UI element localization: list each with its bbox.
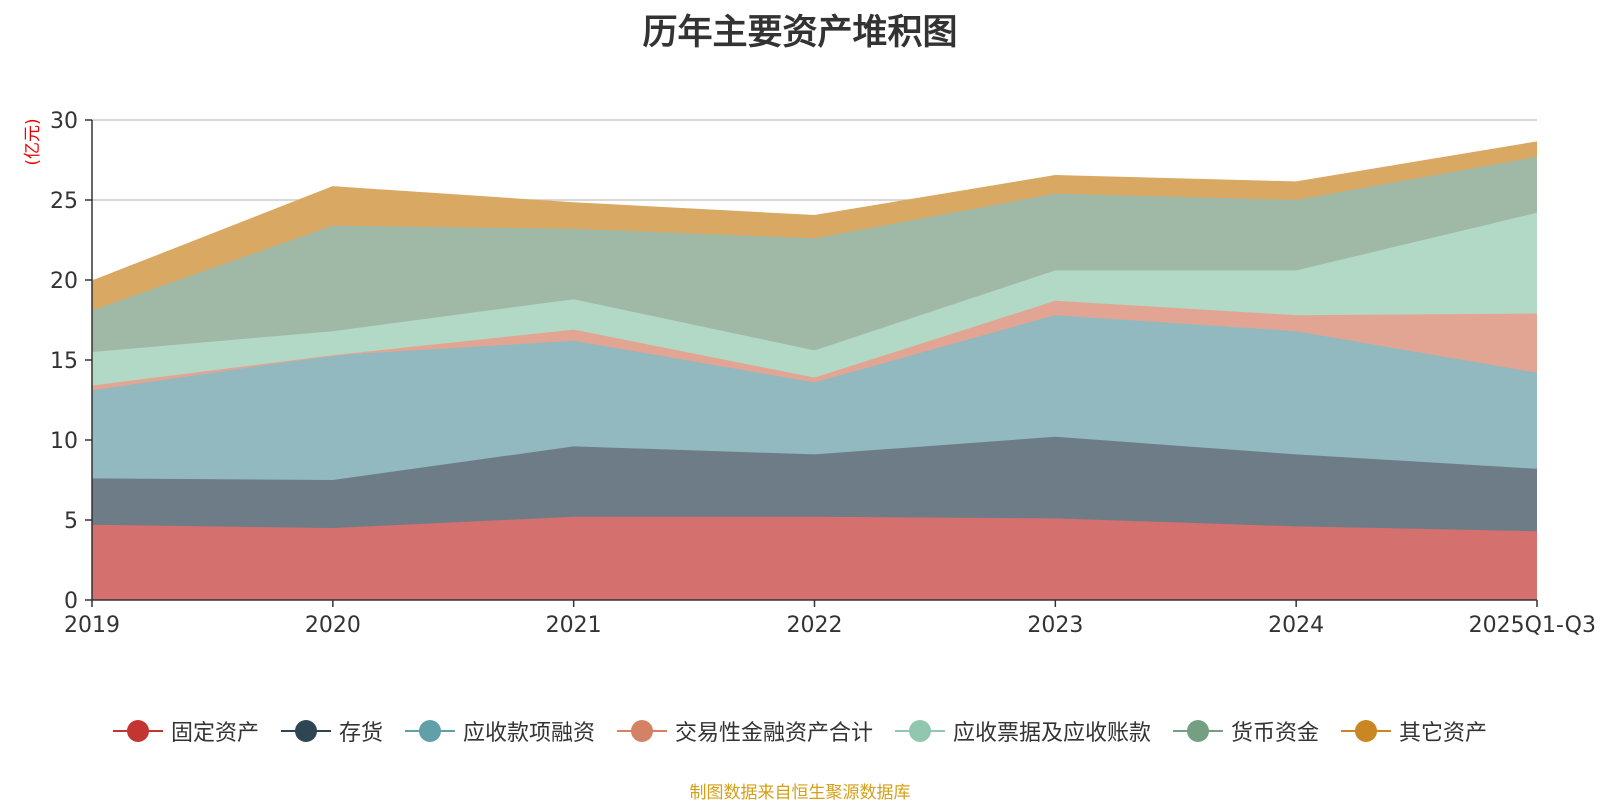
area-line-series-6 <box>91 141 1538 283</box>
legend-item-1[interactable]: 存货 <box>280 715 383 747</box>
legend-label: 其它资产 <box>1399 721 1488 746</box>
legend-label: 固定资产 <box>170 721 259 746</box>
source-note: 制图数据来自恒生聚源数据库 <box>689 783 911 803</box>
legend-label: 货币资金 <box>1231 721 1320 746</box>
legend-label: 存货 <box>338 721 383 746</box>
area-series-1 <box>92 436 1537 532</box>
y-tick-label: 20 <box>50 269 78 294</box>
legend-label: 交易性金融资产合计 <box>674 721 873 746</box>
stacked-areas <box>91 141 1538 600</box>
legend: 固定资产 存货 应收款项融资 交易性金融资产合计 应收票据及应收账款 货币资金 其它资产 <box>0 715 1600 747</box>
legend-label: 应收票据及应收账款 <box>953 721 1152 746</box>
x-tick-label: 2020 <box>305 613 361 638</box>
x-tick-label: 2021 <box>546 613 602 638</box>
legend-item-6[interactable]: 其它资产 <box>1341 715 1487 747</box>
legend-marker-icon <box>280 719 331 743</box>
y-tick-label: 25 <box>50 189 78 214</box>
x-tick-label: 2022 <box>787 613 843 638</box>
y-tick-label: 30 <box>50 109 78 134</box>
legend-item-5[interactable]: 货币资金 <box>1173 715 1319 747</box>
legend-marker-icon <box>404 719 455 743</box>
legend-item-0[interactable]: 固定资产 <box>112 715 259 747</box>
y-tick-label: 5 <box>64 509 78 534</box>
y-tick-label: 10 <box>50 429 78 454</box>
legend-marker-icon <box>112 719 163 743</box>
x-tick-label: 2019 <box>64 613 120 638</box>
y-axis-unit-label: (亿元) <box>23 118 43 165</box>
y-tick-label: 15 <box>50 349 78 374</box>
area-series-6 <box>92 142 1537 311</box>
legend-label: 应收款项融资 <box>462 721 595 746</box>
legend-marker-icon <box>1173 719 1224 743</box>
legend-item-4[interactable]: 应收票据及应收账款 <box>895 715 1151 747</box>
area-series-3 <box>92 300 1537 391</box>
area-series-0 <box>92 516 1537 600</box>
area-series-2 <box>92 315 1537 480</box>
x-tick-label: 2024 <box>1268 613 1324 638</box>
area-series-5 <box>92 156 1537 352</box>
legend-marker-icon <box>1341 719 1392 743</box>
x-tick-label: 2025Q1-Q3 <box>1469 613 1596 638</box>
x-tick-label: 2023 <box>1027 613 1083 638</box>
legend-marker-icon <box>616 719 667 743</box>
y-tick-label: 0 <box>64 589 78 614</box>
legend-marker-icon <box>895 719 945 743</box>
area-series-4 <box>92 212 1537 386</box>
chart-title: 历年主要资产堆积图 <box>642 13 958 53</box>
legend-item-2[interactable]: 应收款项融资 <box>404 715 595 747</box>
legend-item-3[interactable]: 交易性金融资产合计 <box>616 715 873 747</box>
axes: 0 5 10 15 20 25 30 2019 2020 2021 2022 2023 2024 2025… <box>50 109 1596 638</box>
